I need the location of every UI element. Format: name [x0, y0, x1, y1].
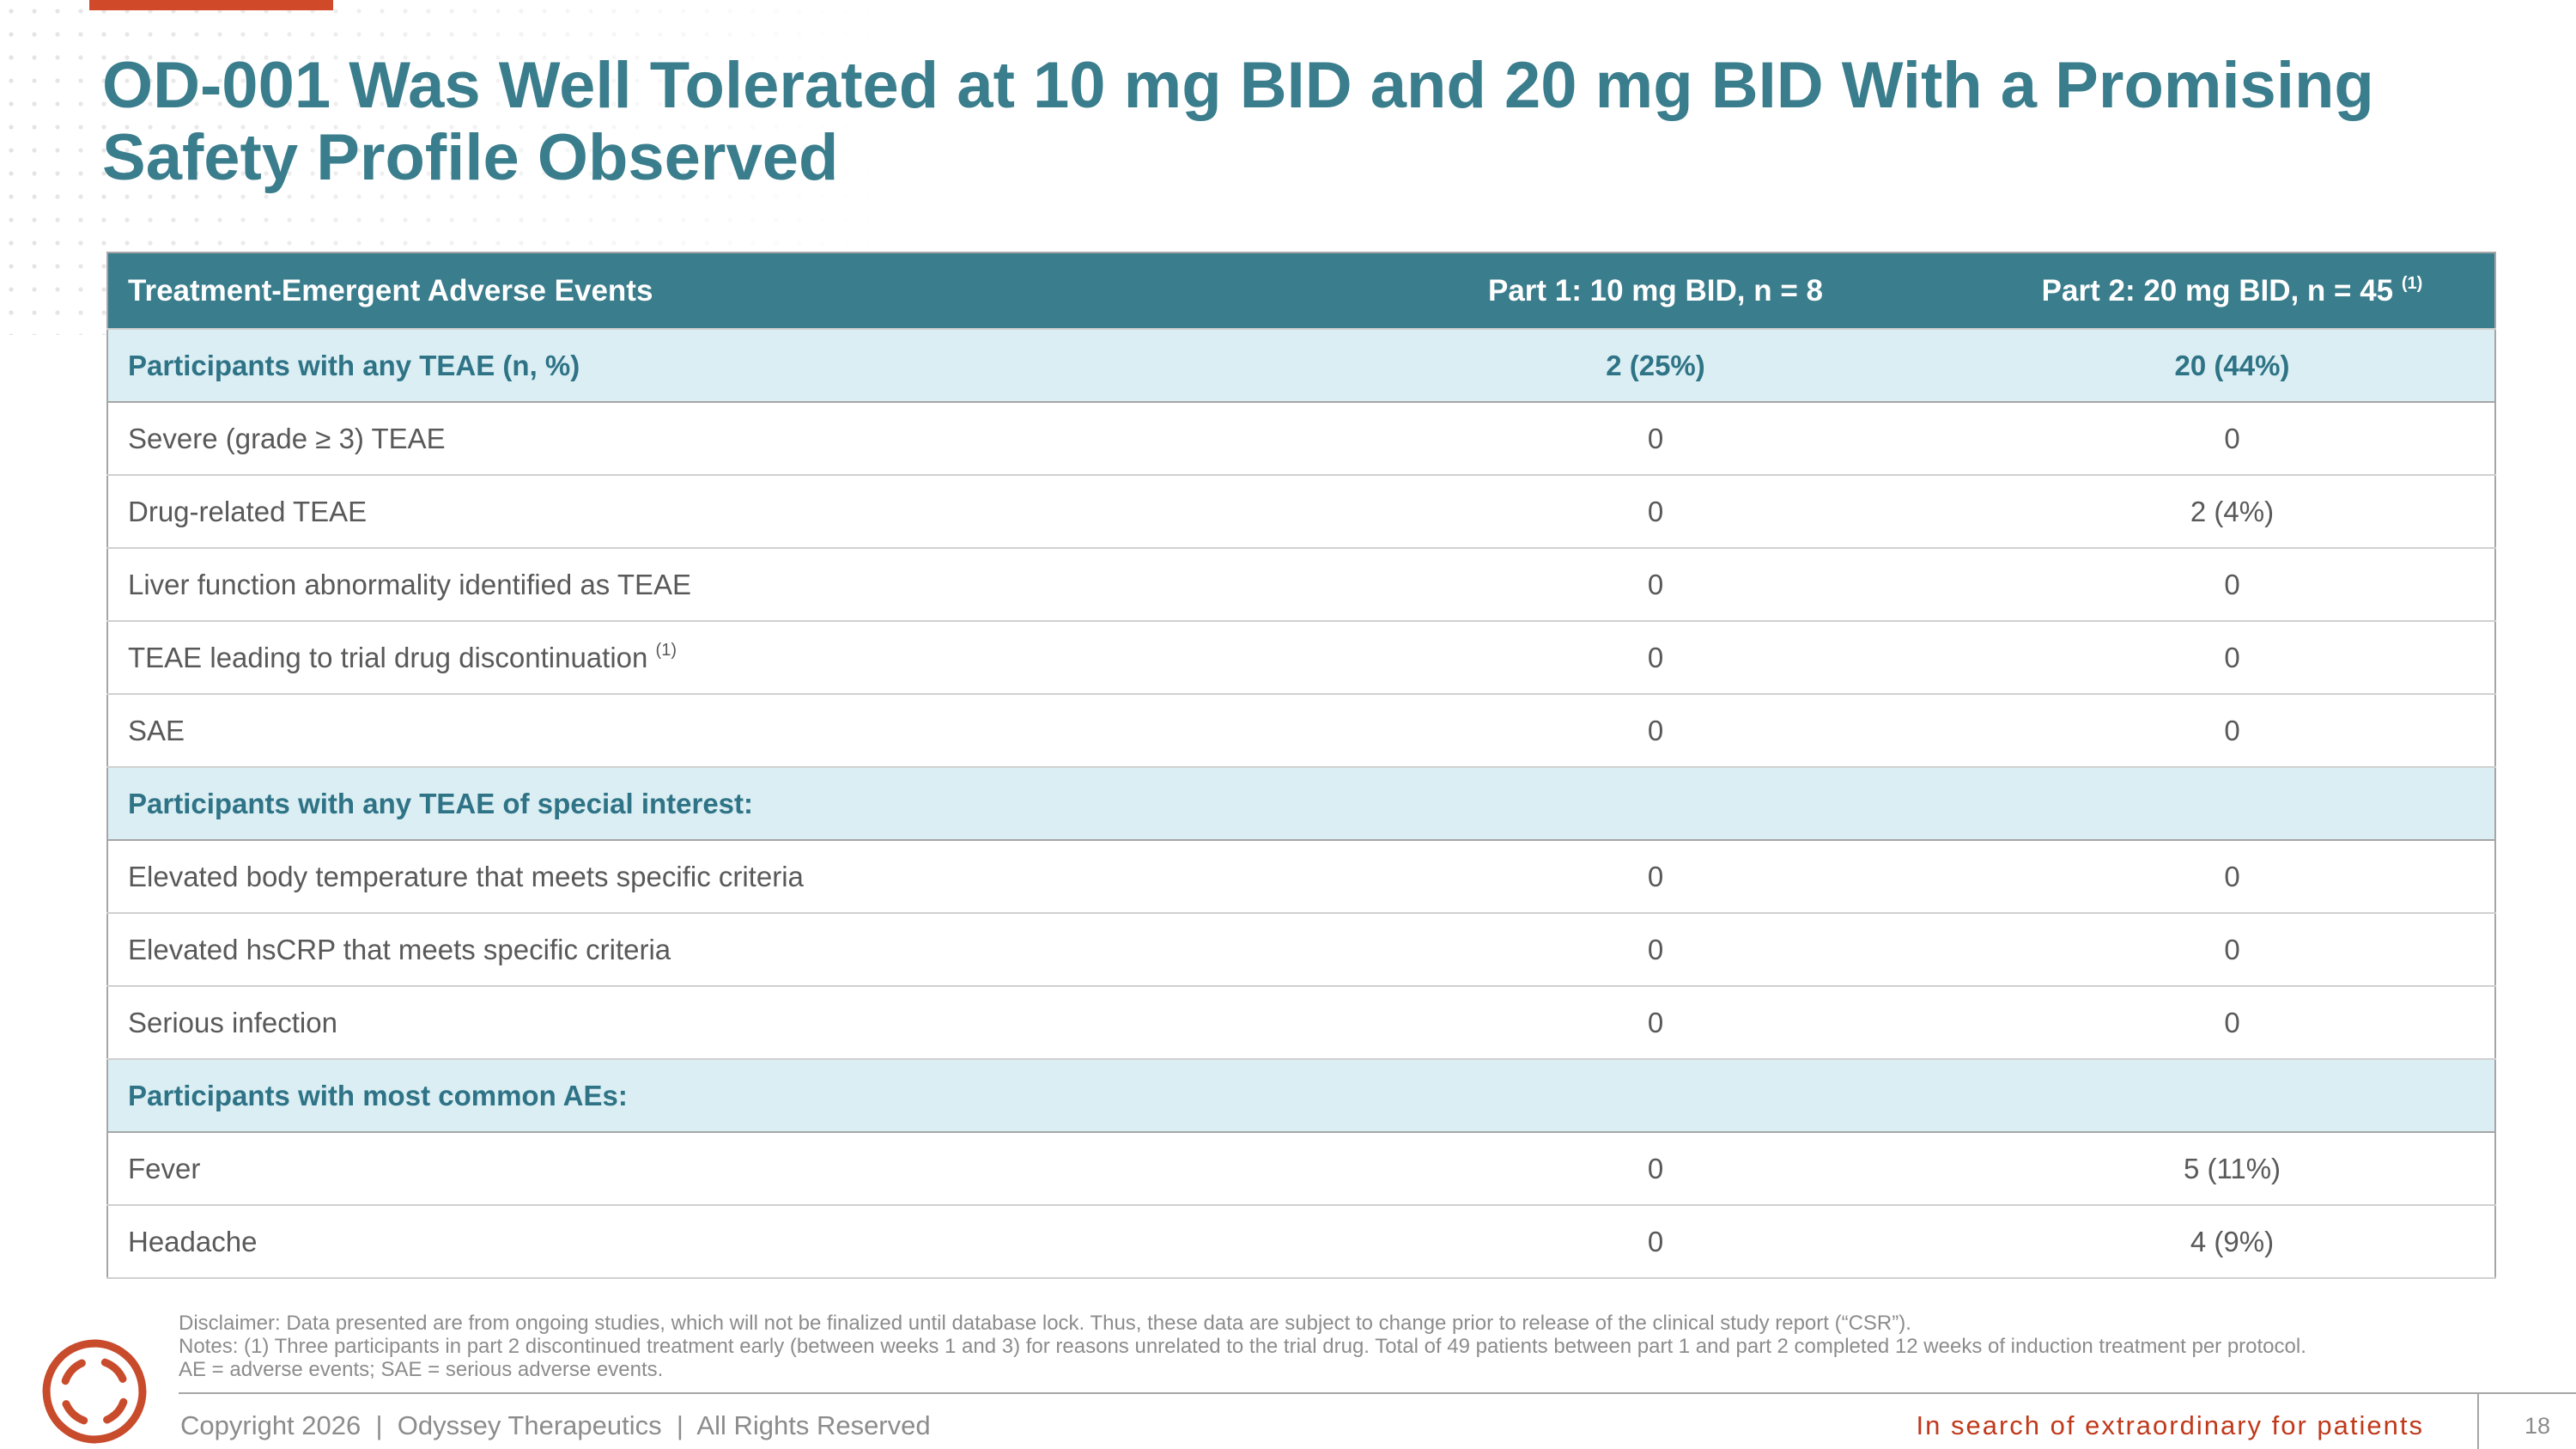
cell-value: 0 — [1341, 986, 1970, 1060]
row-label: Liver function abnormality identified as… — [107, 548, 1341, 622]
row-label: Severe (grade ≥ 3) TEAE — [107, 402, 1341, 476]
cell-value: 5 (11%) — [1970, 1132, 2495, 1206]
section-value — [1970, 766, 2495, 841]
data-row: Liver function abnormality identified as… — [107, 548, 2495, 622]
section-value — [1970, 1058, 2495, 1133]
data-row: Headache 0 4 (9%) — [107, 1205, 2495, 1279]
cell-value: 0 — [1341, 402, 1970, 476]
title-line: OD-001 Was Well Tolerated at 10 mg BID a… — [102, 49, 2374, 122]
cell-value: 0 — [1970, 402, 2495, 476]
section-value: 20 (44%) — [1970, 328, 2495, 403]
section-row: Participants with any TEAE (n, %) 2 (25%)… — [107, 328, 2495, 403]
column-header: Treatment-Emergent Adverse Events — [107, 253, 1341, 330]
adverse-events-table: Treatment-Emergent Adverse Events Part 1… — [106, 252, 2496, 1279]
label-text: Elevated hsCRP that meets specific crite… — [128, 933, 671, 965]
row-label: Elevated body temperature that meets spe… — [107, 840, 1341, 914]
section-row: Participants with most common AEs: — [107, 1058, 2495, 1133]
cell-value: 0 — [1341, 475, 1970, 549]
cell-value: 2 (4%) — [1970, 475, 2495, 549]
header-row: Treatment-Emergent Adverse Events Part 1… — [107, 253, 2495, 330]
label-text: Severe (grade ≥ 3) TEAE — [128, 422, 446, 454]
cell-value: 0 — [1970, 694, 2495, 768]
column-header: Part 2: 20 mg BID, n = 45 (1) — [1970, 253, 2495, 330]
row-label: Headache — [107, 1205, 1341, 1279]
header-text: Treatment-Emergent Adverse Events — [128, 273, 653, 307]
data-row: SAE 0 0 — [107, 694, 2495, 768]
tagline: In search of extraordinary for patients — [1916, 1410, 2424, 1440]
copyright: Copyright 2026 | Odyssey Therapeutics | … — [180, 1410, 931, 1440]
label-text: Drug-related TEAE — [128, 495, 368, 527]
header-text: Part 1: 10 mg BID, n = 8 — [1488, 273, 1823, 307]
label-text: Elevated body temperature that meets spe… — [128, 860, 804, 892]
slide-title: OD-001 Was Well Tolerated at 10 mg BID a… — [102, 50, 2374, 194]
cell-value: 0 — [1970, 621, 2495, 695]
cell-value: 0 — [1341, 913, 1970, 987]
row-label: Drug-related TEAE — [107, 475, 1341, 549]
cell-value: 0 — [1970, 913, 2495, 987]
data-row: Elevated hsCRP that meets specific crite… — [107, 913, 2495, 987]
section-heading: Participants with any TEAE (n, %) — [107, 328, 1341, 403]
column-header: Part 1: 10 mg BID, n = 8 — [1341, 253, 1970, 330]
data-row: Serious infection 0 0 — [107, 986, 2495, 1060]
cell-value: 0 — [1341, 1132, 1970, 1206]
cell-value: 0 — [1341, 621, 1970, 695]
row-label: SAE — [107, 694, 1341, 768]
table-body: Participants with any TEAE (n, %) 2 (25%)… — [107, 328, 2495, 1279]
section-value — [1341, 766, 1970, 841]
data-row: Drug-related TEAE 0 2 (4%) — [107, 475, 2495, 549]
footnote-mark: (1) — [655, 641, 677, 660]
section-value: 2 (25%) — [1341, 328, 1970, 403]
label-text: Fever — [128, 1152, 201, 1184]
data-row: TEAE leading to trial drug discontinuati… — [107, 621, 2495, 695]
cell-value: 0 — [1970, 548, 2495, 622]
section-heading: Participants with any TEAE of special in… — [107, 766, 1341, 841]
label-text: SAE — [128, 714, 185, 746]
data-row: Fever 0 5 (11%) — [107, 1132, 2495, 1206]
title-line: Safety Profile Observed — [102, 121, 839, 194]
label-text: Liver function abnormality identified as… — [128, 568, 692, 600]
row-label: Elevated hsCRP that meets specific crite… — [107, 913, 1341, 987]
label-text: Headache — [128, 1225, 258, 1257]
cell-value: 0 — [1341, 840, 1970, 914]
page-number: 18 — [2524, 1413, 2551, 1439]
row-label: Fever — [107, 1132, 1341, 1206]
row-label: Serious infection — [107, 986, 1341, 1060]
cell-value: 0 — [1970, 840, 2495, 914]
cell-value: 0 — [1970, 986, 2495, 1060]
label-text: TEAE leading to trial drug discontinuati… — [128, 642, 648, 673]
cell-value: 0 — [1341, 1205, 1970, 1279]
abbreviations: AE = adverse events; SAE = serious adver… — [179, 1358, 664, 1381]
section-row: Participants with any TEAE of special in… — [107, 766, 2495, 841]
cell-value: 4 (9%) — [1970, 1205, 2495, 1279]
notes: Notes: (1) Three participants in part 2 … — [179, 1335, 2306, 1358]
label-text: Serious infection — [128, 1006, 337, 1038]
data-row: Elevated body temperature that meets spe… — [107, 840, 2495, 914]
footnote-mark: (1) — [2401, 273, 2423, 293]
data-row: Severe (grade ≥ 3) TEAE 0 0 — [107, 402, 2495, 476]
section-value — [1341, 1058, 1970, 1133]
cell-value: 0 — [1341, 548, 1970, 622]
row-label: TEAE leading to trial drug discontinuati… — [107, 621, 1341, 695]
disclaimer: Disclaimer: Data presented are from ongo… — [179, 1312, 1911, 1335]
cell-value: 0 — [1341, 694, 1970, 768]
header-text: Part 2: 20 mg BID, n = 45 — [2041, 273, 2394, 307]
section-heading: Participants with most common AEs: — [107, 1058, 1341, 1133]
